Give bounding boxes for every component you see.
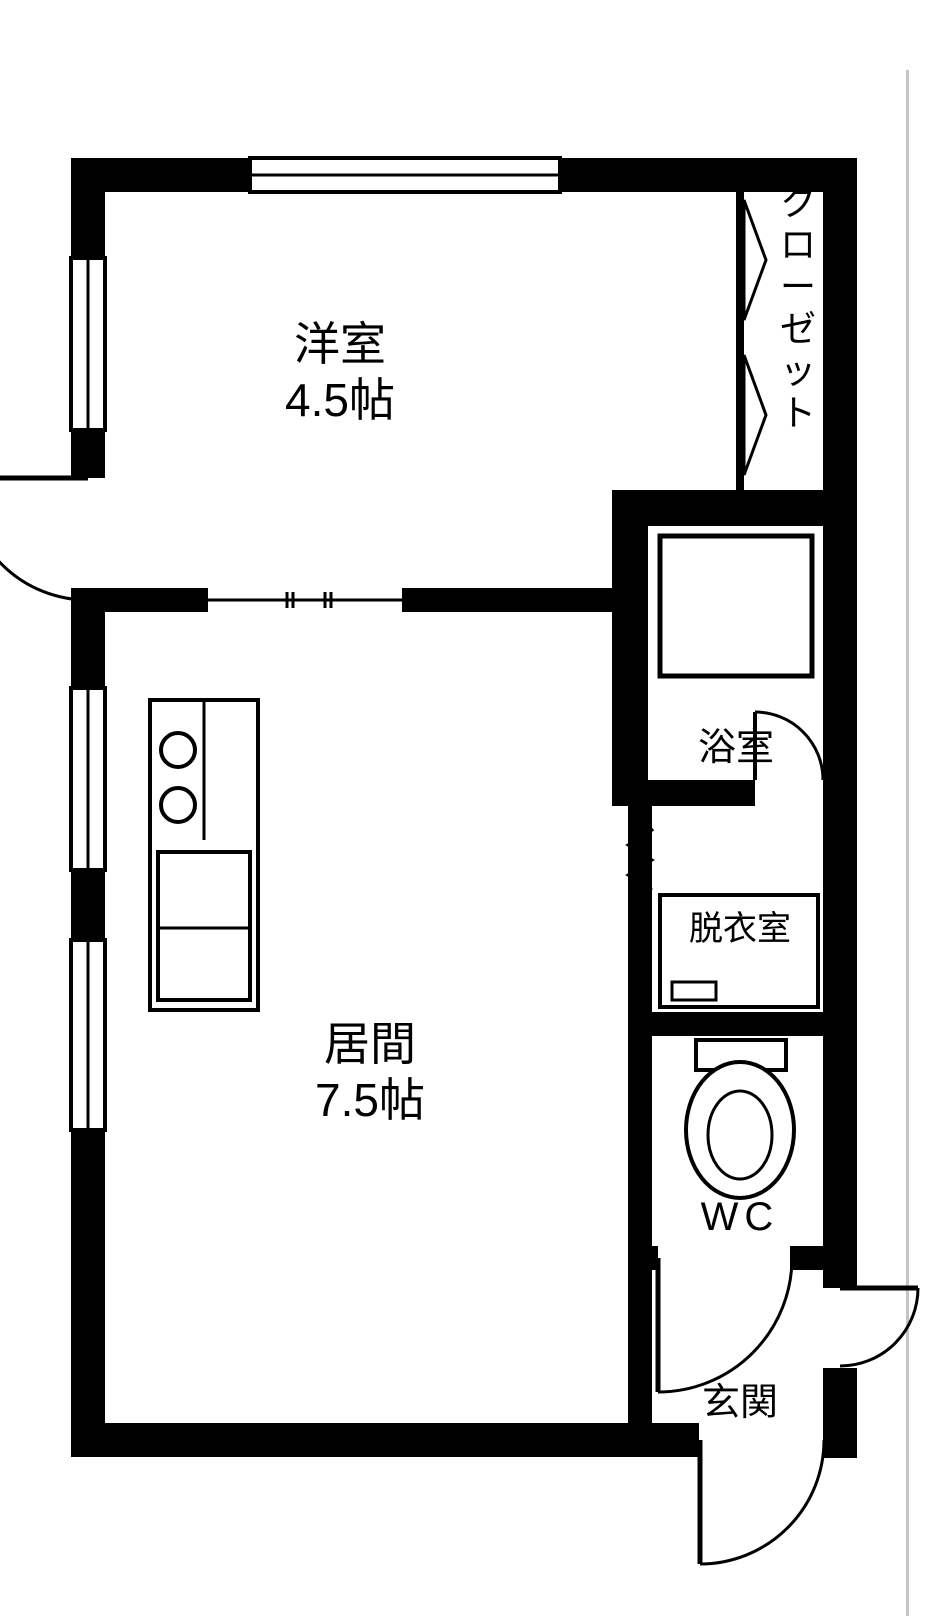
svg-text:ッ: ッ [780,350,816,391]
kitchen-counter [150,700,258,1010]
bedroom-label-2: 4.5帖 [285,374,395,426]
bath-label: 浴室 [698,727,774,769]
bedroom-top-window [250,158,560,192]
floorplan-svg: 洋室 4.5帖 居間 7.5帖 浴室 脱衣室 WC 玄関 クローゼット [0,0,944,1616]
bedroom-left-door [0,478,105,612]
floorplan-canvas: 洋室 4.5帖 居間 7.5帖 浴室 脱衣室 WC 玄関 クローゼット [0,0,944,1616]
living-label-2: 7.5帖 [315,1074,425,1126]
living-label-1: 居間 [324,1018,416,1070]
bedroom-living-door [208,592,402,608]
bedroom-label-1: 洋室 [294,318,386,370]
wc-label: WC [701,1195,780,1239]
closet-label: クローゼット [780,182,816,433]
svg-text:ト: ト [780,392,816,433]
entrance-door [700,1440,824,1564]
svg-text:ゼ: ゼ [780,308,816,349]
wc-door [658,1258,792,1392]
svg-text:ロ: ロ [780,224,816,265]
genkan-label: 玄関 [702,1382,778,1424]
svg-text:ク: ク [780,182,816,223]
toilet-fixture [686,1040,794,1198]
closet [736,192,766,512]
dressing-label: 脱衣室 [689,910,791,948]
svg-text:ー: ー [780,266,816,307]
